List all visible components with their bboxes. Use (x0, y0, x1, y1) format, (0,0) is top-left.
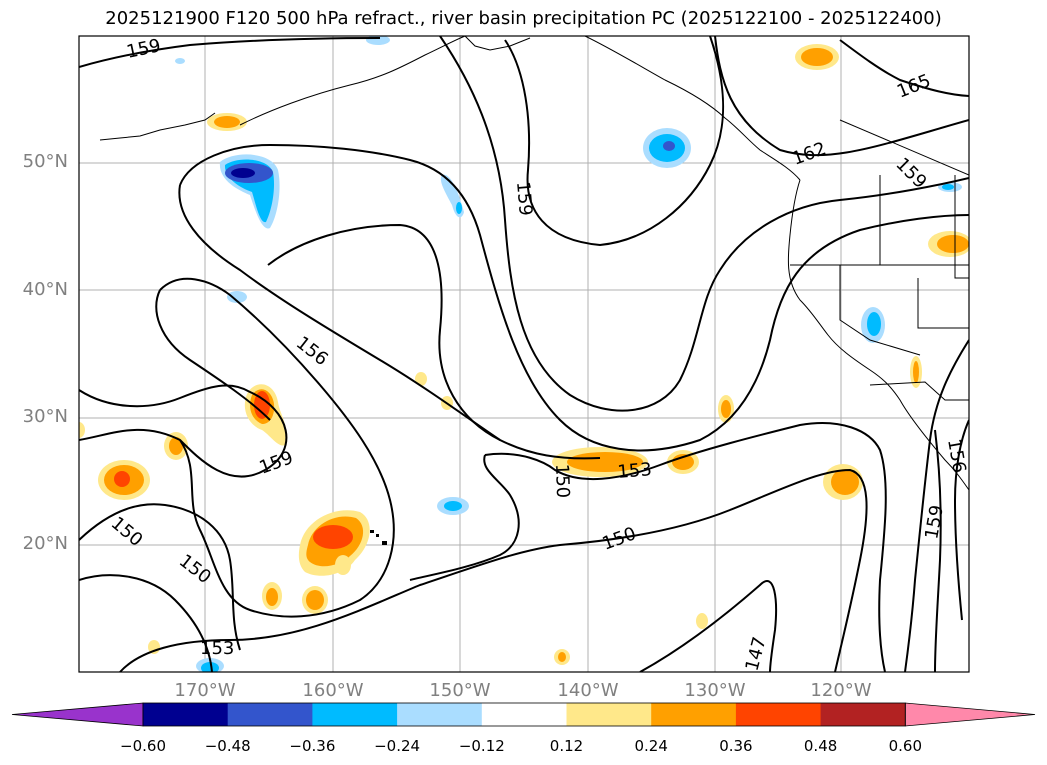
lon-label-160w: 160°W (302, 680, 364, 701)
lon-label-120w: 120°W (810, 680, 872, 701)
colorbar-segment (820, 703, 906, 726)
lat-label-20n: 20°N (22, 533, 68, 554)
colorbar-tick-label: 0.24 (634, 737, 668, 755)
colorbar-max-arrow (904, 702, 1036, 727)
precipitation-shading (79, 36, 969, 672)
colorbar-segment (312, 703, 398, 726)
colorbar-tick-label: −0.24 (374, 737, 421, 755)
lon-label-140w: 140°W (557, 680, 619, 701)
contour-label: 159 (512, 181, 536, 217)
colorbar-tick-label: −0.12 (458, 737, 505, 755)
colorbar-tick-label: −0.60 (120, 737, 166, 755)
colorbar-segment (227, 703, 313, 726)
colorbar-tick-label: 0.60 (888, 737, 922, 755)
colorbar-segment (735, 703, 822, 726)
gridlines (79, 36, 969, 672)
contour-label: 153 (200, 638, 234, 659)
colorbar-tick-label: 0.48 (803, 737, 838, 755)
lon-label-130w: 130°W (684, 680, 746, 701)
colorbar-tick-label: −0.36 (289, 737, 336, 755)
contour-label: 153 (617, 459, 653, 483)
map-background (79, 36, 969, 672)
colorbar-tick-label: 0.36 (719, 737, 753, 755)
map-title: 2025121900 F120 500 hPa refract., river … (105, 8, 942, 29)
colorbar-segment (143, 703, 229, 726)
lon-label-150w: 150°W (429, 680, 491, 701)
colorbar-segment (651, 703, 737, 726)
colorbar-outline (142, 702, 906, 727)
contour-label: 150 (551, 463, 573, 498)
colorbar-tick-label: −0.48 (204, 737, 251, 755)
colorbar-segment (566, 703, 652, 726)
map-frame (78, 35, 970, 673)
lat-label-50n: 50°N (22, 151, 68, 172)
colorbar-segment (481, 703, 567, 726)
contour-lines (79, 36, 969, 672)
lat-label-40n: 40°N (22, 279, 68, 300)
islands (370, 530, 387, 545)
colorbar-min-arrow (11, 702, 144, 727)
colorbar (11, 702, 1036, 727)
colorbar-tick-label: 0.12 (549, 737, 584, 755)
colorbar-segment (397, 703, 483, 726)
lon-label-170w: 170°W (174, 680, 236, 701)
lat-label-30n: 30°N (22, 406, 68, 427)
